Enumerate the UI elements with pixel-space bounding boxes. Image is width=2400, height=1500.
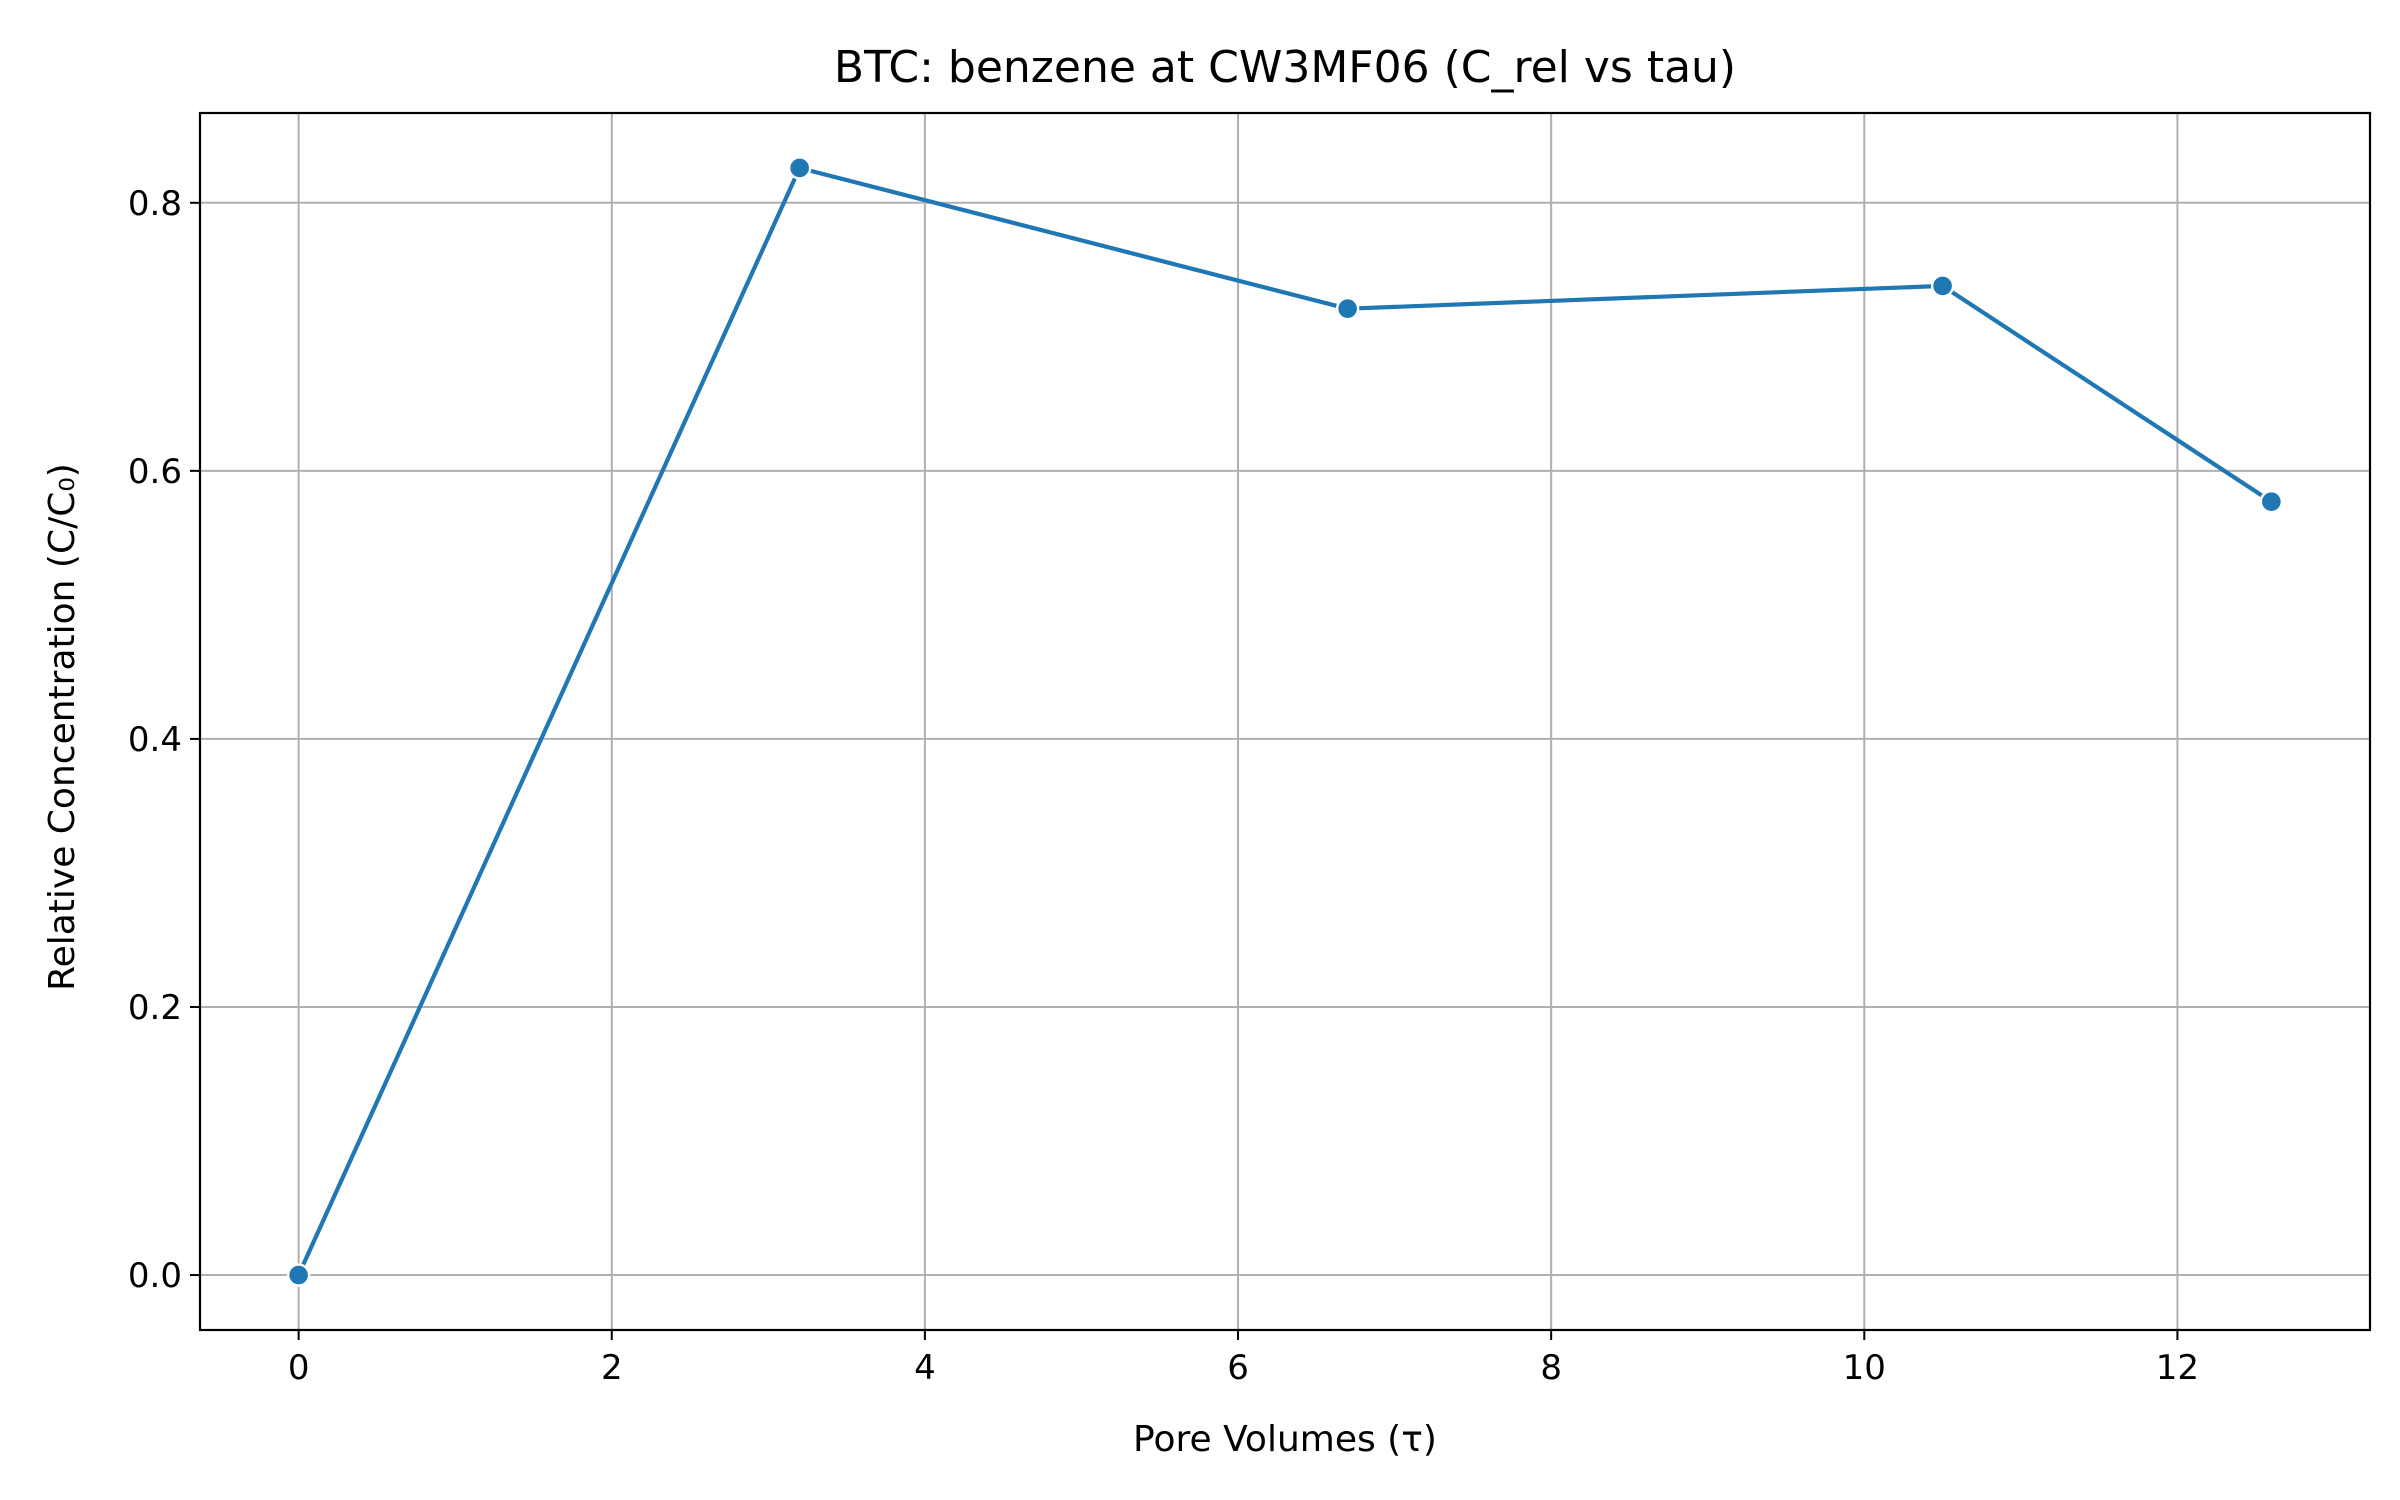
plot-frame xyxy=(198,111,2372,1332)
x-tick-label: 4 xyxy=(914,1348,936,1388)
series-layer xyxy=(286,156,2284,1287)
y-tick-label: 0.8 xyxy=(128,184,182,224)
x-tick-label: 12 xyxy=(2156,1348,2199,1388)
data-point xyxy=(1930,274,1955,298)
x-axis-label: Pore Volumes (τ) xyxy=(1133,1419,1437,1460)
data-point xyxy=(2259,489,2284,514)
y-tick-label: 0.6 xyxy=(128,452,182,492)
y-axis-ticks: 0.0 0.2 0.4 0.6 0.8 xyxy=(128,184,200,1296)
data-point xyxy=(787,156,812,180)
x-tick-label: 6 xyxy=(1227,1348,1249,1388)
y-axis-label: Relative Concentration (C/C₀) xyxy=(42,463,83,991)
y-tick-label: 0.4 xyxy=(128,720,182,760)
grid xyxy=(200,113,2370,1330)
y-tick-label: 0.2 xyxy=(128,988,182,1028)
x-tick-label: 0 xyxy=(288,1348,310,1388)
x-tick-label: 8 xyxy=(1540,1348,1562,1388)
y-tick-label: 0.0 xyxy=(128,1256,182,1296)
data-point xyxy=(1335,296,1360,321)
x-tick-label: 2 xyxy=(601,1348,623,1388)
x-axis-ticks: 0 2 4 6 8 10 12 xyxy=(288,1330,2199,1388)
data-point xyxy=(286,1263,311,1287)
x-tick-label: 10 xyxy=(1843,1348,1886,1388)
chart-title: BTC: benzene at CW3MF06 (C_rel vs tau) xyxy=(834,42,1736,93)
